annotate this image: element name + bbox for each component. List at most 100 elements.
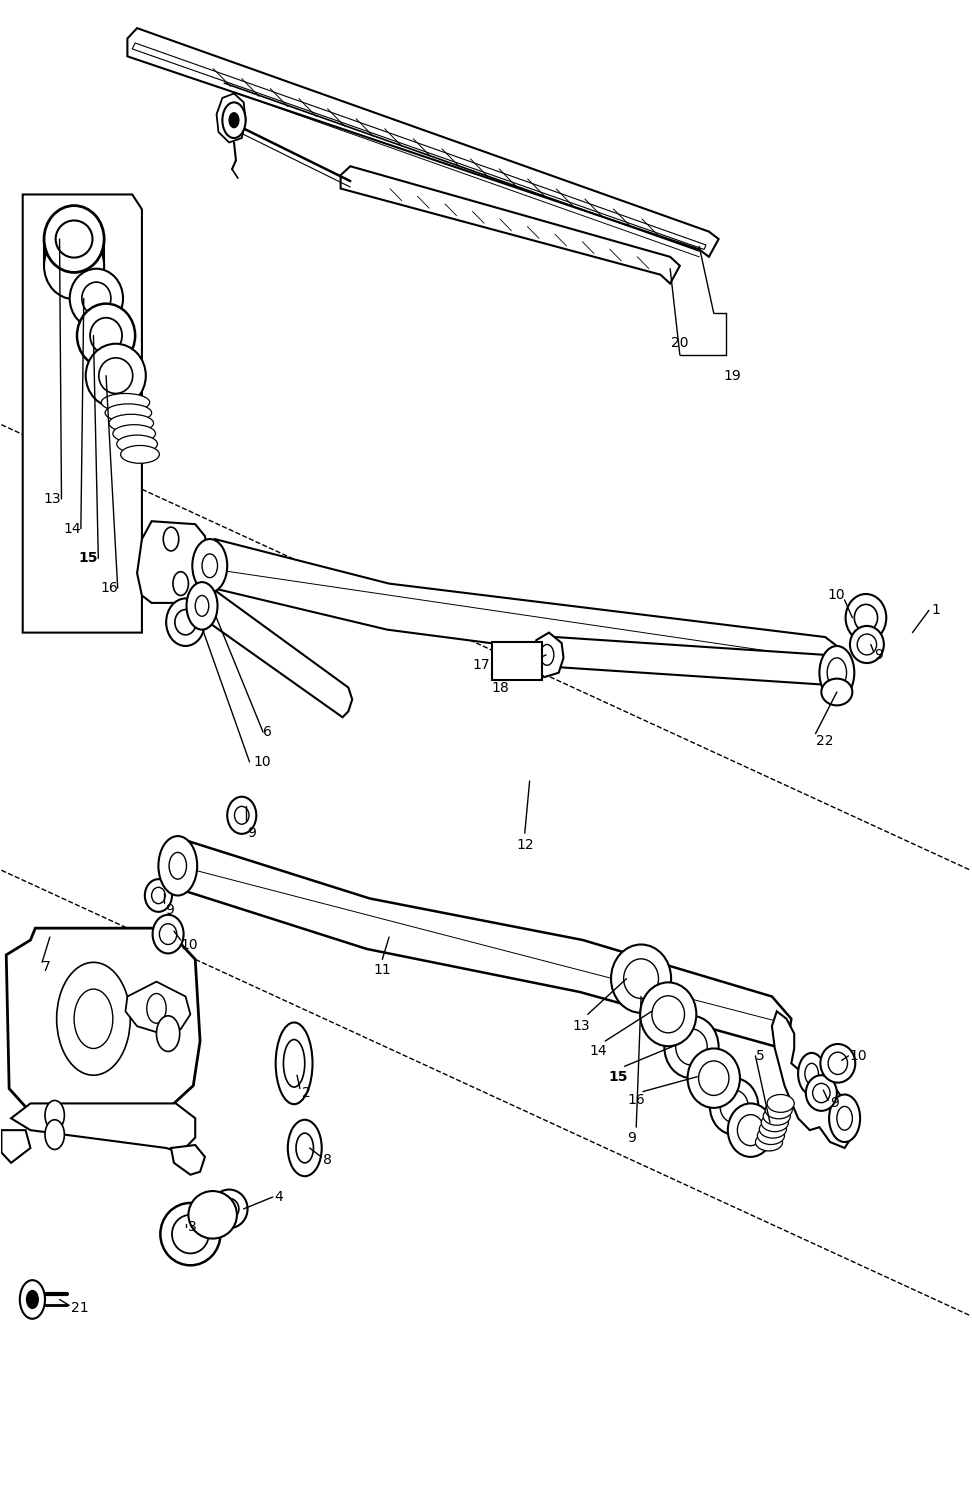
Polygon shape [772, 1012, 854, 1147]
Ellipse shape [105, 403, 152, 421]
Circle shape [829, 1095, 860, 1141]
Circle shape [158, 836, 197, 896]
Ellipse shape [611, 945, 671, 1013]
Ellipse shape [101, 393, 150, 411]
Ellipse shape [175, 610, 196, 635]
Circle shape [837, 1107, 852, 1131]
Ellipse shape [296, 1134, 314, 1162]
Ellipse shape [687, 1049, 740, 1109]
Ellipse shape [699, 1061, 729, 1095]
Circle shape [223, 103, 246, 138]
FancyBboxPatch shape [492, 641, 542, 680]
Text: 1: 1 [932, 603, 941, 618]
Text: 3: 3 [188, 1220, 196, 1234]
Ellipse shape [846, 594, 886, 641]
Ellipse shape [77, 304, 135, 368]
Ellipse shape [113, 424, 156, 442]
Text: 10: 10 [254, 754, 271, 769]
Polygon shape [1, 1131, 30, 1162]
Ellipse shape [757, 1126, 784, 1144]
Ellipse shape [755, 1134, 782, 1150]
Circle shape [45, 1120, 64, 1149]
Text: 10: 10 [827, 588, 845, 603]
Ellipse shape [166, 598, 205, 646]
Ellipse shape [284, 1040, 305, 1088]
Circle shape [827, 658, 847, 687]
Text: 6: 6 [263, 725, 272, 740]
Circle shape [19, 1280, 45, 1318]
Text: 5: 5 [755, 1049, 764, 1062]
Text: 9: 9 [164, 903, 173, 917]
Ellipse shape [710, 1079, 758, 1135]
Circle shape [147, 994, 166, 1024]
Ellipse shape [761, 1115, 788, 1132]
Polygon shape [170, 839, 791, 1049]
Text: 22: 22 [816, 734, 833, 748]
Ellipse shape [857, 634, 877, 655]
Circle shape [229, 113, 239, 128]
Ellipse shape [211, 1189, 248, 1228]
Polygon shape [11, 1104, 195, 1152]
Circle shape [74, 990, 113, 1049]
Ellipse shape [738, 1115, 764, 1146]
Text: 9: 9 [247, 826, 256, 841]
Polygon shape [171, 1144, 205, 1174]
Text: 16: 16 [627, 1094, 645, 1107]
Polygon shape [132, 43, 706, 250]
Ellipse shape [828, 1052, 848, 1074]
Ellipse shape [728, 1104, 774, 1156]
Ellipse shape [44, 232, 104, 299]
Polygon shape [195, 586, 352, 717]
Circle shape [192, 539, 227, 592]
Text: 13: 13 [573, 1019, 590, 1033]
Text: 21: 21 [71, 1302, 88, 1315]
Ellipse shape [652, 995, 684, 1033]
Polygon shape [127, 28, 718, 257]
Ellipse shape [676, 1028, 708, 1065]
Circle shape [169, 853, 187, 879]
Ellipse shape [153, 915, 184, 954]
Ellipse shape [90, 318, 122, 353]
Ellipse shape [806, 1076, 837, 1112]
Polygon shape [217, 94, 246, 143]
Circle shape [56, 963, 130, 1076]
Ellipse shape [172, 1214, 209, 1253]
Ellipse shape [220, 1198, 239, 1219]
Text: 9: 9 [874, 647, 883, 662]
Text: 16: 16 [100, 580, 118, 595]
Ellipse shape [850, 626, 884, 664]
Ellipse shape [121, 445, 159, 463]
Circle shape [163, 527, 179, 551]
Polygon shape [533, 632, 564, 677]
Text: 19: 19 [723, 369, 742, 382]
Polygon shape [546, 637, 830, 684]
Polygon shape [125, 982, 191, 1034]
Circle shape [202, 554, 218, 577]
Text: 9: 9 [627, 1131, 636, 1144]
Text: 14: 14 [63, 522, 81, 536]
Text: 10: 10 [181, 937, 198, 951]
Polygon shape [22, 195, 142, 632]
Ellipse shape [109, 414, 154, 432]
Ellipse shape [44, 205, 104, 272]
Text: 15: 15 [608, 1070, 628, 1083]
Ellipse shape [160, 1202, 221, 1265]
Text: 18: 18 [492, 680, 509, 695]
Text: 12: 12 [516, 838, 534, 853]
Circle shape [156, 1016, 180, 1052]
Ellipse shape [767, 1095, 794, 1113]
Circle shape [26, 1290, 38, 1308]
Ellipse shape [145, 879, 172, 912]
Polygon shape [340, 167, 679, 284]
Text: 17: 17 [472, 658, 490, 673]
Circle shape [819, 646, 854, 699]
Ellipse shape [70, 269, 123, 329]
Ellipse shape [159, 924, 177, 945]
Polygon shape [6, 929, 200, 1113]
Ellipse shape [55, 220, 92, 257]
Ellipse shape [820, 1045, 855, 1083]
Ellipse shape [276, 1022, 313, 1104]
Circle shape [45, 1101, 64, 1131]
Text: 2: 2 [302, 1086, 311, 1100]
Circle shape [540, 644, 554, 665]
